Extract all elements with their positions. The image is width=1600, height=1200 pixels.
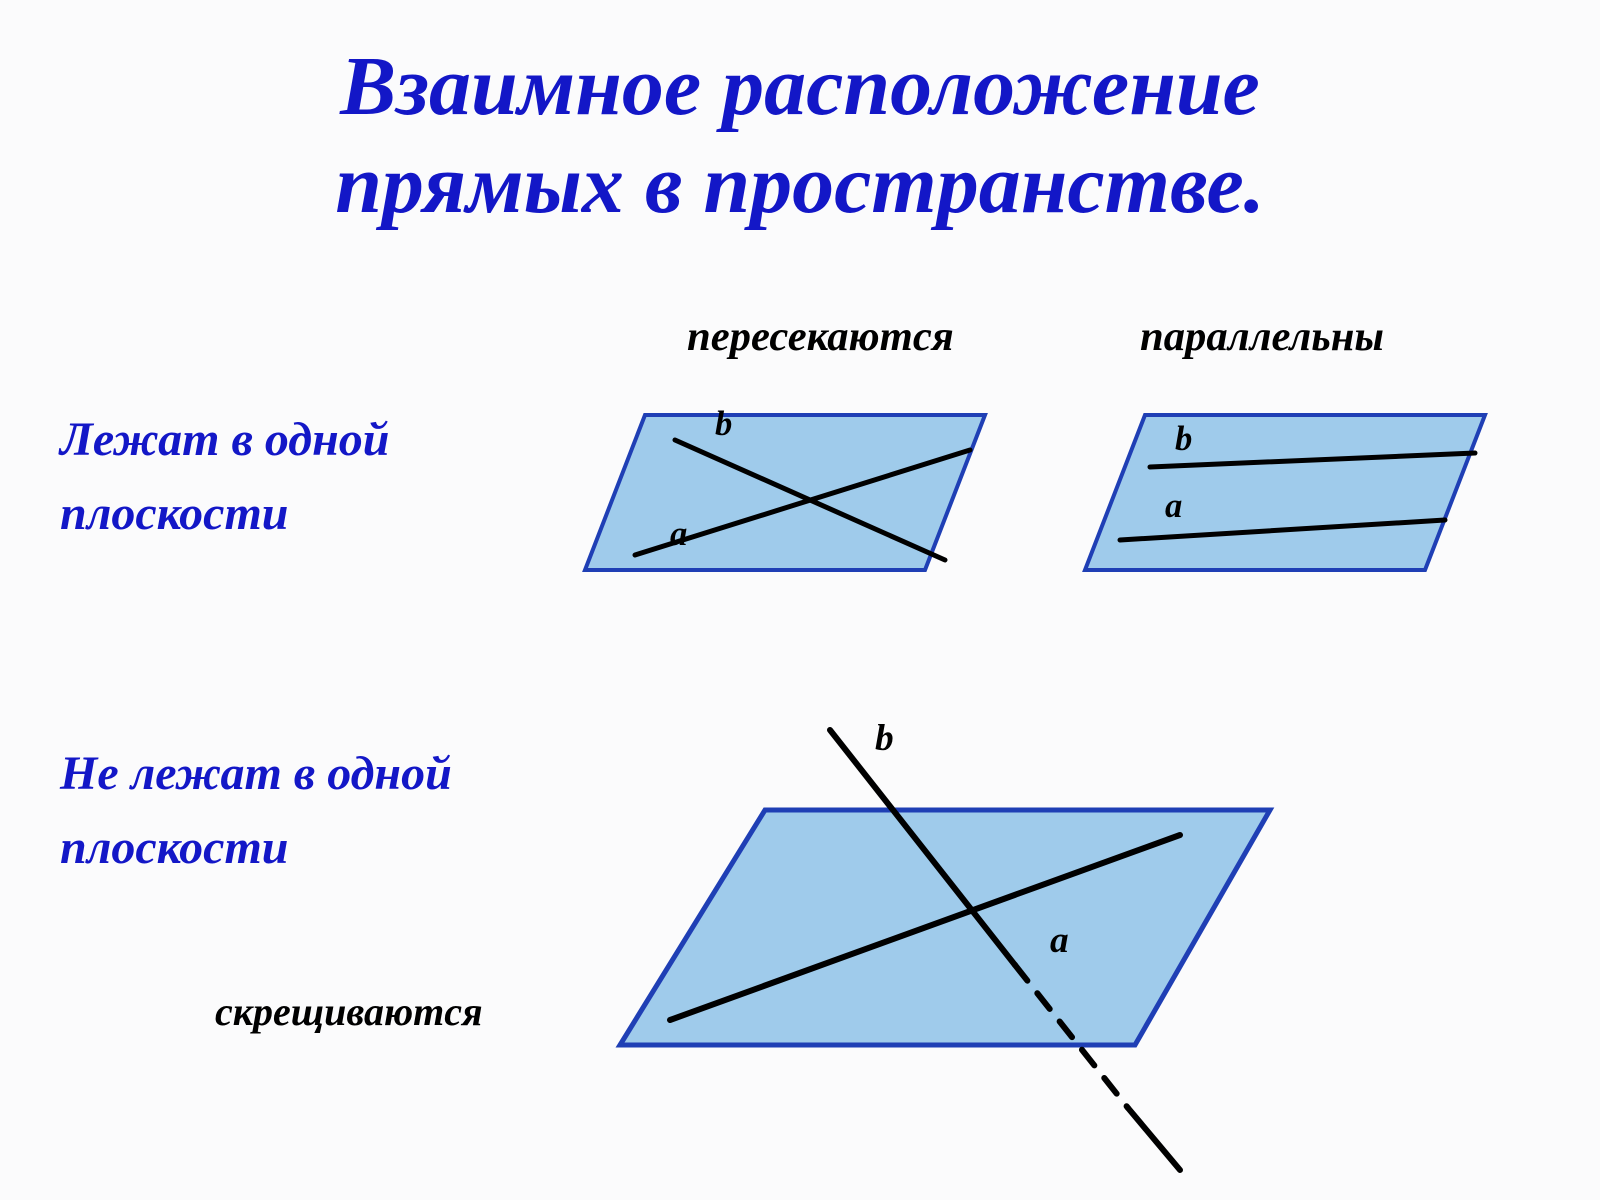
diagram-skew: b a xyxy=(575,720,1295,1170)
title-line2: прямых в пространстве. xyxy=(0,136,1600,233)
plane-intersect xyxy=(585,415,985,570)
label-noncoplanar-l1: Не лежат в одной xyxy=(60,746,452,801)
title-line1: Взаимное расположение xyxy=(0,38,1600,135)
label-b-skew: b xyxy=(875,718,894,759)
diagram-intersect: b a xyxy=(575,395,1005,600)
label-a-skew: a xyxy=(1050,920,1069,961)
label-coplanar-l1: Лежат в одной xyxy=(60,412,389,467)
plane-parallel xyxy=(1085,415,1485,570)
header-parallel: параллельны xyxy=(1140,312,1384,361)
label-a-parallel: a xyxy=(1165,487,1182,525)
header-intersect: пересекаются xyxy=(687,312,954,361)
label-skew: скрещиваются xyxy=(215,988,483,1035)
label-noncoplanar-l2: плоскости xyxy=(60,820,288,875)
label-a-intersect: a xyxy=(670,515,687,553)
line-b-bottom xyxy=(1128,1108,1180,1170)
slide-canvas: Взаимное расположение прямых в пространс… xyxy=(0,0,1600,1200)
label-coplanar-l2: плоскости xyxy=(60,486,288,541)
label-b-intersect: b xyxy=(715,405,732,443)
label-b-parallel: b xyxy=(1175,420,1192,458)
diagram-parallel: b a xyxy=(1075,395,1505,600)
plane-skew xyxy=(620,810,1270,1045)
